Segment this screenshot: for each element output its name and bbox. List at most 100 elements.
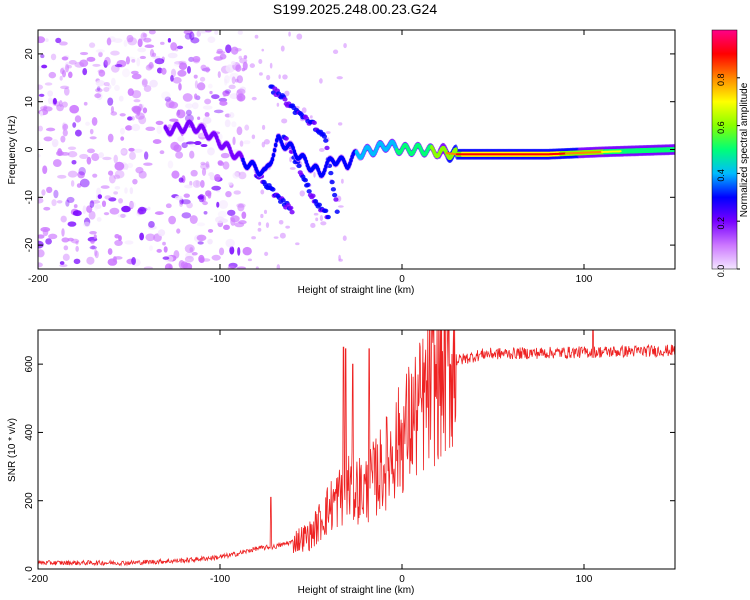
noise-blob (231, 76, 236, 85)
snr-xtick-label: 100 (576, 574, 593, 585)
secondary-track-mark (325, 214, 331, 220)
snr-xtick-label: -100 (210, 574, 230, 585)
secondary-track-mark (306, 189, 312, 194)
secondary-track-mark (332, 192, 338, 198)
noise-blob (178, 62, 188, 71)
noise-blob (136, 57, 141, 67)
noise-blob (67, 221, 77, 227)
noise-blob (121, 68, 131, 78)
noise-blob (135, 166, 144, 174)
noise-blob (197, 116, 201, 120)
noise-blob (52, 159, 62, 168)
noise-blob (142, 33, 148, 38)
noise-blob (251, 134, 256, 140)
noise-blob (310, 222, 316, 228)
noise-blob (79, 51, 89, 56)
spectrogram-ytick-label: -10 (24, 190, 35, 205)
noise-blob (251, 236, 256, 240)
noise-blob (79, 153, 89, 159)
noise-blob (110, 106, 115, 114)
noise-blob (189, 215, 198, 224)
noise-blob (114, 63, 123, 68)
noise-blob (151, 52, 157, 57)
noise-blob (161, 67, 167, 75)
noise-blob (342, 235, 347, 241)
colorbar-label: Normalized spectral amplitude (739, 82, 750, 217)
noise-blob (141, 78, 148, 86)
noise-blob (119, 127, 125, 135)
noise-blob (78, 167, 86, 176)
noise-blob (57, 174, 67, 179)
noise-blob (108, 197, 117, 202)
noise-blob (191, 252, 198, 256)
noise-blob (95, 49, 105, 53)
noise-blob (148, 221, 155, 228)
noise-blob (167, 160, 174, 169)
track-core (270, 156, 275, 162)
noise-blob (118, 198, 123, 204)
noise-blob (273, 236, 279, 239)
noise-blob (125, 56, 131, 65)
noise-blob (258, 221, 262, 226)
noise-blob (177, 135, 185, 142)
noise-blob (198, 193, 205, 203)
noise-blob (200, 64, 207, 71)
track-peak (618, 150, 622, 153)
noise-blob (38, 125, 43, 132)
noise-blob (53, 189, 59, 199)
noise-blob (145, 233, 156, 242)
noise-blob (207, 238, 213, 245)
track-core (454, 147, 458, 153)
spectrogram-xtick-label: -100 (210, 274, 230, 285)
noise-blob (261, 124, 266, 130)
snr-marks (38, 330, 675, 567)
secondary-track-mark (283, 136, 289, 141)
colorbar-ticks: 0.0 0.2 0.4 0.6 0.8 (716, 74, 740, 277)
noise-blob (103, 81, 110, 87)
noise-blob (39, 110, 44, 117)
snr-ytick-label: 600 (24, 355, 35, 372)
noise-blob (241, 211, 247, 219)
noise-blob (52, 98, 57, 105)
noise-blob (114, 186, 121, 190)
noise-blob (325, 131, 331, 134)
noise-blob (86, 256, 95, 265)
noise-blob (72, 122, 77, 128)
noise-blob (107, 84, 112, 90)
noise-blob (67, 237, 74, 242)
noise-blob (75, 245, 79, 252)
noise-blob (217, 210, 228, 218)
noise-blob (157, 229, 166, 237)
noise-blob (127, 88, 134, 97)
noise-blob (38, 65, 42, 71)
noise-blob (91, 153, 100, 162)
noise-blob (338, 254, 341, 261)
noise-blob (103, 87, 110, 92)
track-core (274, 137, 279, 143)
noise-blob (224, 89, 232, 94)
noise-blob (38, 249, 45, 258)
noise-blob (243, 55, 248, 60)
noise-blob (67, 64, 72, 69)
noise-blob (227, 209, 236, 216)
noise-blob (214, 173, 221, 182)
noise-blob (109, 174, 116, 184)
noise-blob (97, 194, 103, 200)
noise-blob (141, 79, 148, 88)
noise-blob (167, 38, 172, 43)
noise-blob (75, 129, 82, 137)
noise-blob (73, 204, 78, 208)
noise-blob (137, 47, 147, 53)
noise-blob (40, 54, 45, 59)
noise-blob (258, 59, 263, 64)
colorbar-gradient (711, 29, 738, 270)
noise-blob (258, 72, 263, 76)
noise-blob (120, 147, 128, 156)
noise-blob (178, 177, 184, 183)
noise-blob (301, 107, 307, 114)
secondary-track-mark (323, 138, 329, 143)
noise-blob (257, 227, 262, 232)
noise-blob (197, 82, 206, 91)
noise-blob (118, 235, 122, 242)
